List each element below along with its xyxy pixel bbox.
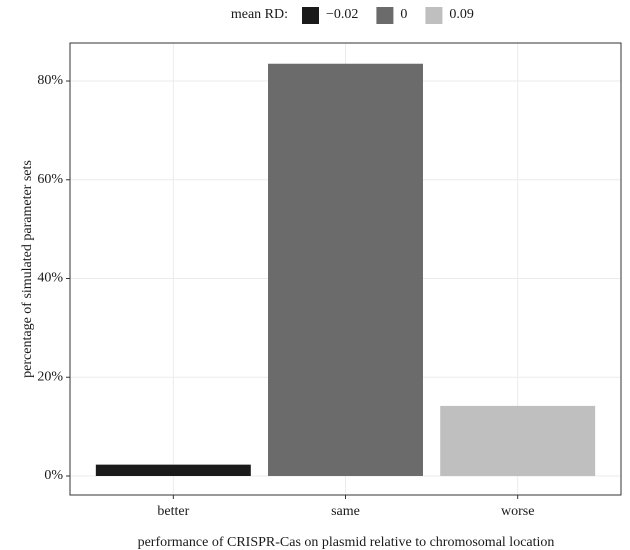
y-tick-label: 0% — [44, 468, 63, 483]
legend-label: 0.09 — [449, 7, 474, 22]
bar — [440, 405, 596, 476]
legend-title: mean RD: — [231, 7, 288, 22]
y-tick-label: 80% — [37, 73, 63, 88]
plot-border — [69, 42, 622, 496]
x-tick-label: better — [157, 504, 189, 519]
x-tick-label: same — [331, 504, 360, 519]
x-axis-label: performance of CRISPR-Cas on plasmid rel… — [138, 535, 555, 550]
bar — [95, 464, 251, 476]
legend-label: 0 — [400, 7, 407, 22]
x-tick-label: worse — [501, 504, 534, 519]
y-tick-label: 20% — [37, 369, 63, 384]
y-tick-label: 40% — [37, 271, 63, 286]
y-axis-label: percentage of simulated parameter sets — [20, 160, 35, 378]
legend-label: −0.02 — [326, 7, 358, 22]
legend-swatch — [302, 7, 319, 24]
legend-swatch — [376, 7, 394, 24]
legend-swatch — [425, 7, 443, 24]
y-tick-label: 60% — [37, 172, 63, 187]
bar — [268, 63, 423, 476]
